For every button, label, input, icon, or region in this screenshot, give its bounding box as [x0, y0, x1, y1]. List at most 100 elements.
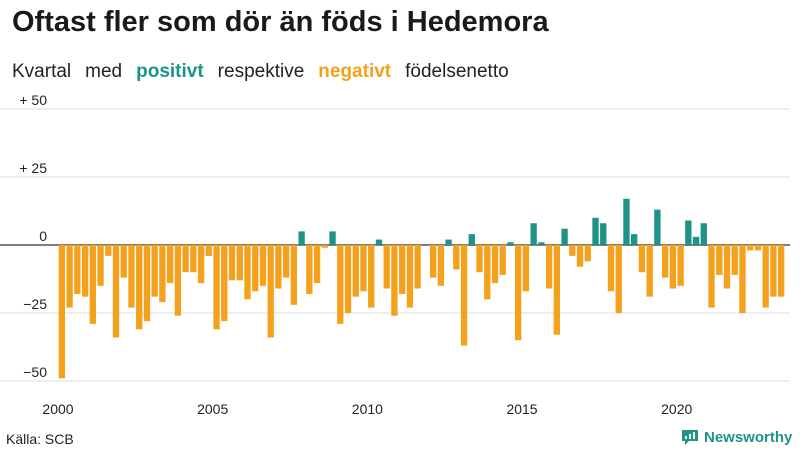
bar [375, 239, 383, 245]
bar [136, 245, 143, 330]
bar [777, 245, 785, 297]
bar [252, 245, 259, 292]
bar [770, 245, 777, 297]
bar [66, 245, 73, 308]
bar [398, 245, 406, 294]
chart-subtitle: Kvartal med positivt respektive negativt föde… [12, 61, 523, 83]
bar [476, 245, 483, 273]
bar [700, 223, 707, 245]
bar [445, 239, 452, 245]
bar [337, 245, 344, 324]
bar [228, 245, 236, 281]
bar [615, 245, 622, 313]
bar [151, 245, 158, 297]
bar [298, 231, 305, 245]
bar [491, 245, 499, 284]
bar [221, 245, 228, 322]
bar [166, 245, 174, 284]
bar [383, 245, 390, 289]
bar [244, 245, 251, 300]
bar [97, 245, 104, 286]
bar [89, 245, 96, 324]
bar [259, 245, 267, 286]
bar [368, 245, 375, 308]
bar [685, 220, 692, 245]
bar [747, 245, 754, 251]
bar [507, 242, 514, 245]
newsworthy-logo-icon [682, 430, 698, 445]
subtitle-word-respektive: respektive [217, 61, 305, 82]
bar [414, 245, 421, 289]
bar [58, 245, 66, 379]
bar [553, 245, 561, 335]
bar [267, 245, 274, 338]
bar [623, 198, 630, 245]
x-tick-label: 2005 [197, 401, 228, 417]
bar [105, 245, 112, 256]
bar [282, 245, 290, 278]
bar [692, 236, 700, 245]
bar [661, 245, 669, 278]
y-axis-labels: + 50 + 25 0 −25 −50 [19, 92, 47, 380]
bar [74, 245, 81, 294]
bar [453, 245, 460, 270]
bar [460, 245, 468, 346]
source-note: Källa: SCB [6, 431, 74, 447]
y-tick-label: + 25 [19, 160, 47, 176]
x-axis-labels: 2000 2005 2010 2015 2020 [42, 401, 692, 417]
bar [716, 245, 723, 275]
bar [344, 245, 352, 313]
y-tick-label: −25 [23, 296, 47, 312]
bar [522, 245, 530, 292]
bar [677, 245, 684, 286]
x-tick-label: 2020 [661, 401, 692, 417]
bar [584, 245, 591, 262]
y-tick-label: + 50 [19, 92, 47, 108]
bar [437, 245, 445, 286]
bar [360, 245, 367, 292]
bar [391, 245, 398, 316]
bar [213, 245, 220, 330]
bar [159, 245, 166, 303]
bar [174, 245, 182, 316]
subtitle-word-fodelsenetto: födelsenetto [405, 61, 509, 82]
brand-logo[interactable]: Newsworthy [680, 427, 792, 447]
bar [120, 245, 127, 278]
bar [205, 245, 212, 256]
bar [329, 231, 336, 245]
bar [190, 245, 197, 273]
bar [638, 245, 646, 273]
bar [631, 234, 638, 245]
bar [654, 209, 661, 245]
bars [58, 198, 785, 379]
subtitle-positive-label: positivt [136, 61, 204, 82]
bar [576, 245, 584, 267]
bar [754, 245, 762, 251]
subtitle-word-kvartal: Kvartal [12, 61, 72, 82]
bar [731, 245, 738, 275]
bar [81, 245, 89, 297]
y-tick-label: −50 [23, 364, 47, 380]
bar [607, 245, 615, 292]
bar [600, 223, 607, 245]
bar [646, 245, 653, 297]
x-tick-label: 2015 [506, 401, 537, 417]
bar [569, 245, 576, 256]
bar [561, 228, 568, 245]
bar [530, 223, 537, 245]
bar [406, 245, 414, 308]
bar [723, 245, 731, 289]
subtitle-negative-label: negativt [318, 61, 392, 82]
bar [538, 242, 545, 245]
x-tick-label: 2010 [352, 401, 383, 417]
bar [499, 245, 506, 275]
x-tick-label: 2000 [42, 401, 73, 417]
chart-title: Oftast fler som dör än föds i Hedemora [12, 6, 549, 38]
bar [762, 245, 769, 308]
bar [143, 245, 151, 322]
bar [236, 245, 243, 281]
bar [592, 217, 599, 245]
brand-label: Newsworthy [704, 428, 793, 446]
bar [290, 245, 298, 305]
